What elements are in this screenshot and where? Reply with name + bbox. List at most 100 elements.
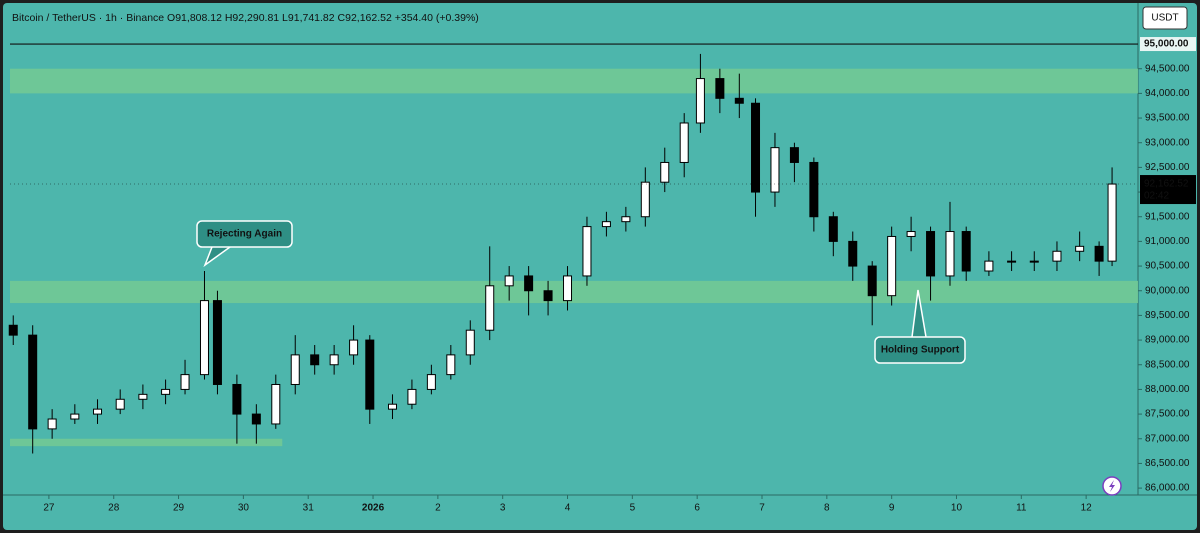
candle-body xyxy=(407,388,417,405)
candle-body xyxy=(365,339,375,410)
candle-body xyxy=(1007,260,1017,263)
x-tick-label: 12 xyxy=(1081,503,1093,514)
candle-body xyxy=(1107,183,1117,262)
candle-body xyxy=(867,265,877,297)
candle-body xyxy=(887,235,897,297)
y-tick-label: 94,000.00 xyxy=(1145,88,1190,99)
candle-body xyxy=(601,221,611,228)
candle-body xyxy=(349,339,359,356)
candle-body xyxy=(961,231,971,272)
candle-body xyxy=(161,388,171,395)
y-tick-label: 92,500.00 xyxy=(1145,162,1190,173)
hline-label-box xyxy=(1140,37,1196,52)
candle-body xyxy=(446,354,456,376)
annotation-pointer xyxy=(911,289,927,338)
x-tick-label: 30 xyxy=(238,503,250,514)
candle-body xyxy=(485,285,495,331)
x-tick-label: 10 xyxy=(951,503,963,514)
hline-label: 95,000.00 xyxy=(1144,39,1189,50)
last-price-box xyxy=(1140,175,1196,205)
candle-body xyxy=(563,275,573,302)
x-tick-label: 5 xyxy=(630,503,636,514)
candle-body xyxy=(1052,250,1062,262)
x-tick-label: 8 xyxy=(824,503,830,514)
candle-body xyxy=(271,383,281,425)
currency-button-box[interactable] xyxy=(1142,6,1188,30)
x-tick-label: 28 xyxy=(108,503,120,514)
annotation-text: Holding Support xyxy=(881,345,960,356)
y-tick-label: 89,000.00 xyxy=(1145,335,1190,346)
y-tick-label: 88,000.00 xyxy=(1145,384,1190,395)
y-tick-label: 89,500.00 xyxy=(1145,310,1190,321)
candle-body xyxy=(115,398,125,410)
x-tick-label: 2 xyxy=(435,503,441,514)
y-tick-label: 87,500.00 xyxy=(1145,409,1190,420)
candle-body xyxy=(828,216,838,242)
candle-body xyxy=(199,300,209,376)
x-tick-label: 11 xyxy=(1016,503,1027,514)
annotation: Holding Support xyxy=(874,289,966,364)
x-tick-label: 4 xyxy=(565,503,571,514)
candle-body xyxy=(543,290,553,302)
candle-body xyxy=(906,231,916,237)
candle-body xyxy=(582,226,592,277)
candle-body xyxy=(180,374,190,390)
currency-button[interactable]: USDT xyxy=(1142,6,1188,30)
candle-body xyxy=(770,147,780,193)
x-tick-label: 27 xyxy=(43,503,55,514)
candle-body xyxy=(984,260,994,272)
y-tick-label: 90,000.00 xyxy=(1145,285,1190,296)
icon-bolt[interactable] xyxy=(1109,480,1115,492)
y-tick-label: 90,500.00 xyxy=(1145,261,1190,272)
candle-body xyxy=(387,403,397,410)
x-tick-label: 6 xyxy=(694,503,700,514)
candle-body xyxy=(8,324,18,336)
currency-label[interactable]: USDT xyxy=(1151,13,1178,24)
lightning-icon[interactable] xyxy=(1102,476,1122,496)
candle-body xyxy=(695,78,705,124)
y-tick-label: 94,500.00 xyxy=(1145,63,1190,74)
annotation-text: Rejecting Again xyxy=(207,229,282,240)
chart-header: Bitcoin / TetherUS · 1h · Binance O91,80… xyxy=(12,12,479,24)
candle-body xyxy=(251,413,261,425)
chart-background xyxy=(3,3,1197,530)
candle-body xyxy=(751,102,761,193)
candle-body xyxy=(70,413,80,420)
x-tick-label: 31 xyxy=(303,503,315,514)
candle-body xyxy=(310,354,320,366)
candle-body xyxy=(848,240,858,267)
candle-body xyxy=(926,231,936,277)
candle-body xyxy=(465,329,475,356)
candle-body xyxy=(329,354,339,366)
price-zone xyxy=(10,438,283,447)
candle-body xyxy=(621,216,631,223)
annotation: Rejecting Again xyxy=(196,220,293,268)
candle-body xyxy=(524,275,534,292)
x-tick-label: 9 xyxy=(889,503,895,514)
candle-body xyxy=(1094,245,1104,262)
annotation-box xyxy=(196,220,293,248)
candle-body xyxy=(93,408,103,415)
y-tick-label: 93,000.00 xyxy=(1145,137,1190,148)
y-tick-label: 88,500.00 xyxy=(1145,359,1190,370)
y-tick-label: 86,000.00 xyxy=(1145,483,1190,494)
candle-body xyxy=(809,161,819,218)
candle-body xyxy=(715,78,725,99)
candle-body xyxy=(504,275,514,287)
y-tick-label: 87,000.00 xyxy=(1145,433,1190,444)
candle-body xyxy=(290,354,300,385)
plot-area xyxy=(8,53,1138,454)
x-tick-label: 7 xyxy=(759,503,765,514)
y-tick-label: 86,500.00 xyxy=(1145,458,1190,469)
candle-body xyxy=(679,122,689,163)
y-tick-label: 91,500.00 xyxy=(1145,211,1190,222)
annotation-box xyxy=(874,336,966,364)
candle-body xyxy=(945,231,955,277)
candle-body xyxy=(138,393,148,400)
candle-body xyxy=(660,161,670,183)
candle-body xyxy=(1029,260,1039,263)
countdown-label: 02:42 xyxy=(1144,191,1169,202)
candle-body xyxy=(640,181,650,218)
candle-body xyxy=(789,147,799,163)
